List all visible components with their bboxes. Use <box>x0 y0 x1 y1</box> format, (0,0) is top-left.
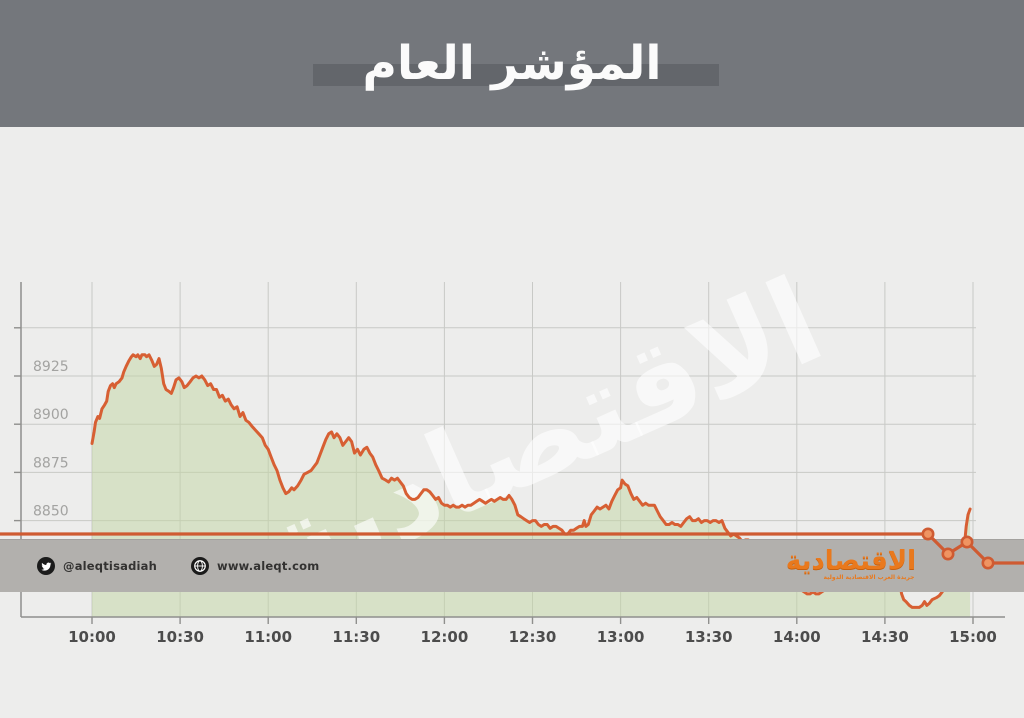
x-axis-label: 10:00 <box>68 628 116 646</box>
header-bar: المؤشر العام <box>0 0 1024 128</box>
page-title: المؤشر العام <box>362 36 662 91</box>
chart-area: 10:00 10:30 11:00 11:30 12:00 12:30 13:00 13:30… <box>0 127 1024 646</box>
y-axis-label: 8925 <box>33 359 69 375</box>
x-axis-label: 13:00 <box>597 628 645 646</box>
twitter-icon <box>37 557 55 575</box>
logo-text: الاقتصادية <box>785 546 916 576</box>
x-axis-label: 11:00 <box>244 628 292 646</box>
social-links: @aleqtisadiah www.aleqt.com <box>37 540 319 592</box>
website-url: www.aleqt.com <box>217 559 320 573</box>
x-axis-label: 14:00 <box>773 628 821 646</box>
aleqtisadiah-logo: الاقتصادية جريدة العرب الاقتصادية الدولي… <box>785 546 916 581</box>
x-axis-label: 11:30 <box>332 628 380 646</box>
x-axis-label: 15:00 <box>949 628 997 646</box>
y-axis-label: 8875 <box>33 455 69 471</box>
x-axis-label: 13:30 <box>685 628 733 646</box>
twitter-handle: @aleqtisadiah <box>63 559 157 573</box>
x-axis-label: 14:30 <box>861 628 909 646</box>
x-axis-label: 12:00 <box>421 628 469 646</box>
title-band <box>313 64 719 86</box>
globe-icon <box>191 557 209 575</box>
infographic-page: المؤشر العام 10:00 10:30 11:00 11:30 12:00 12… <box>0 0 1024 646</box>
y-axis-label: 8900 <box>33 407 69 423</box>
index-line-chart: 10:00 10:30 11:00 11:30 12:00 12:30 13:00 13:30… <box>14 251 1005 646</box>
x-axis-label: 10:30 <box>156 628 204 646</box>
x-axis-label: 12:30 <box>509 628 557 646</box>
logo-tagline: جريدة العرب الاقتصادية الدولية <box>823 574 915 581</box>
y-axis-label: 8850 <box>33 504 69 520</box>
